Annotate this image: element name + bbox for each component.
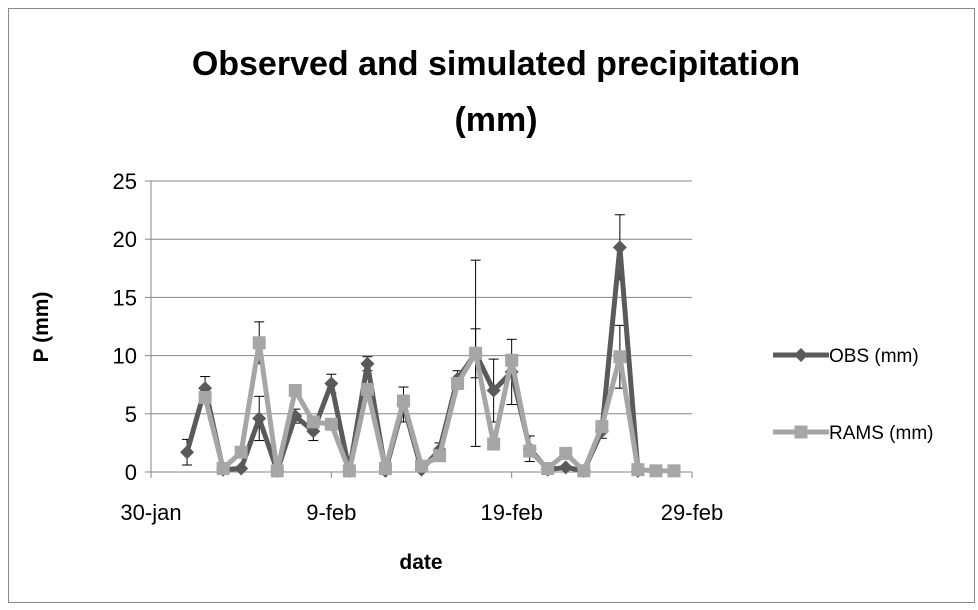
legend-swatch-marker bbox=[794, 348, 808, 362]
series-rams bbox=[198, 336, 681, 478]
x-tick-label: 9-feb bbox=[306, 500, 356, 525]
legend: OBS (mm) RAMS (mm) bbox=[773, 346, 933, 444]
y-tick-label: 25 bbox=[113, 169, 137, 194]
chart-area-border bbox=[8, 8, 975, 603]
data-point bbox=[252, 411, 267, 426]
data-point bbox=[360, 356, 375, 371]
data-point bbox=[505, 353, 519, 367]
data-point bbox=[558, 460, 573, 475]
data-point bbox=[415, 459, 428, 473]
data-point bbox=[613, 350, 627, 364]
data-point bbox=[270, 464, 284, 478]
y-tick-label: 5 bbox=[125, 402, 137, 427]
data-point bbox=[342, 464, 356, 478]
data-point bbox=[234, 461, 249, 476]
data-point bbox=[577, 464, 591, 478]
x-tick-label: 29-feb bbox=[661, 500, 723, 525]
y-axis-label: P (mm) bbox=[30, 292, 53, 363]
data-point bbox=[451, 377, 465, 391]
y-tick-label: 20 bbox=[113, 227, 137, 252]
data-point bbox=[649, 464, 663, 478]
data-point bbox=[541, 462, 555, 476]
data-point bbox=[234, 445, 248, 459]
data-point bbox=[469, 346, 483, 360]
x-axis-label: date bbox=[399, 551, 442, 574]
data-point bbox=[487, 437, 501, 451]
data-point bbox=[252, 336, 266, 350]
data-point bbox=[360, 382, 374, 396]
data-point bbox=[216, 462, 230, 476]
y-tick-label: 10 bbox=[113, 344, 137, 369]
data-point bbox=[612, 240, 627, 255]
data-point bbox=[324, 376, 339, 391]
x-tick-label: 19-feb bbox=[480, 500, 542, 525]
legend-label: RAMS (mm) bbox=[829, 423, 933, 444]
data-point bbox=[180, 445, 195, 460]
data-point bbox=[559, 446, 573, 460]
data-point bbox=[433, 449, 447, 463]
data-point bbox=[198, 391, 212, 405]
data-point bbox=[306, 415, 320, 429]
y-tick-label: 0 bbox=[125, 460, 137, 485]
legend-label: OBS (mm) bbox=[829, 346, 919, 367]
chart-title-line-2: (mm) bbox=[454, 101, 537, 139]
x-tick-label: 30-jan bbox=[120, 500, 181, 525]
y-axis-ticks: 0 5 10 15 20 25 bbox=[113, 169, 151, 485]
data-point bbox=[595, 420, 609, 434]
data-point bbox=[667, 464, 681, 478]
y-tick-label: 15 bbox=[113, 285, 137, 310]
x-axis-ticks: 30-jan 9-feb 19-feb 29-feb bbox=[120, 472, 723, 525]
data-series bbox=[180, 240, 681, 478]
data-point bbox=[523, 444, 537, 458]
data-point bbox=[396, 394, 410, 408]
data-point bbox=[631, 463, 645, 477]
data-point bbox=[324, 417, 338, 431]
data-point bbox=[288, 384, 302, 398]
legend-swatch-marker bbox=[794, 425, 808, 439]
data-point bbox=[378, 462, 392, 476]
data-point bbox=[486, 383, 501, 398]
chart-title-line-1: Observed and simulated precipitation bbox=[192, 45, 800, 83]
